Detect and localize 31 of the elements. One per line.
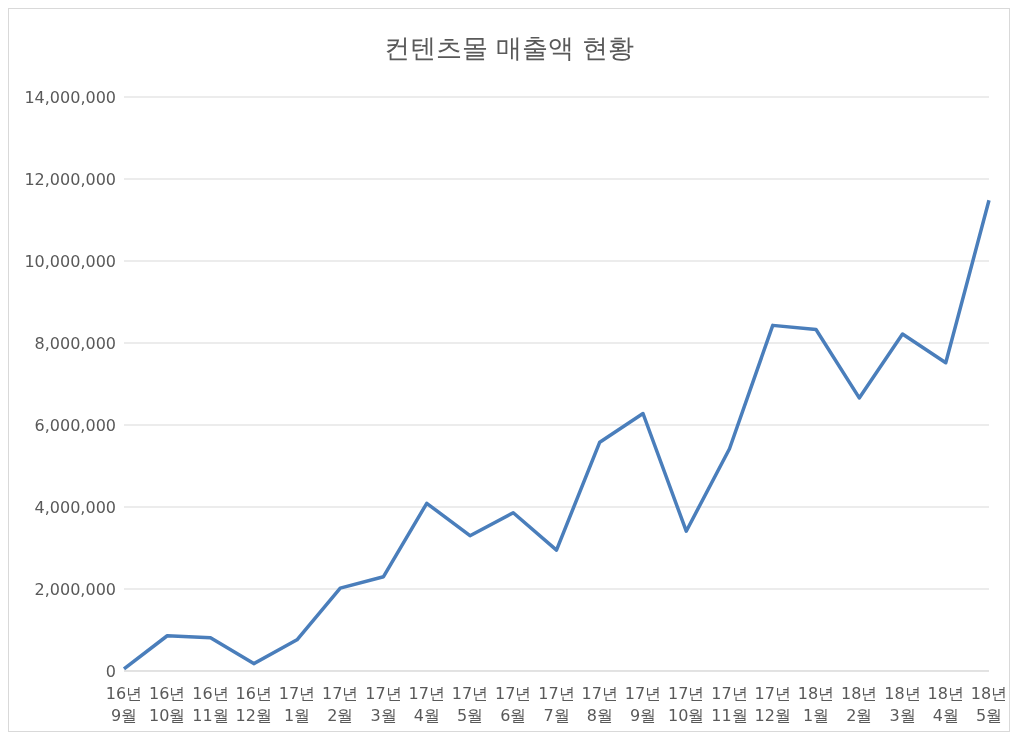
x-tick-label: 17년 1월 <box>278 684 316 725</box>
y-tick-label: 2,000,000 <box>34 579 116 599</box>
y-tick-label: 10,000,000 <box>24 251 116 271</box>
x-tick-label: 17년 8월 <box>581 684 618 725</box>
y-tick-label: 12,000,000 <box>24 169 116 189</box>
x-tick-label: 17년 12월 <box>754 684 791 725</box>
x-tick-label: 16년 11월 <box>192 684 229 725</box>
x-tick-label: 17년 2월 <box>322 684 359 725</box>
y-tick-label: 6,000,000 <box>34 415 116 435</box>
x-tick-label: 16년 12월 <box>235 684 272 725</box>
x-tick-label: 17년 4월 <box>408 684 445 725</box>
x-tick-label: 17년 11월 <box>711 684 748 725</box>
x-tick-label: 18년 4월 <box>927 684 964 725</box>
y-tick-label: 8,000,000 <box>34 333 116 353</box>
x-tick-label: 17년 3월 <box>365 684 402 725</box>
x-tick-label: 17년 9월 <box>624 684 662 725</box>
x-tick-label: 16년 9월 <box>105 684 143 725</box>
x-tick-label: 17년 5월 <box>451 684 489 725</box>
x-tick-label: 16년 10월 <box>149 684 186 725</box>
y-tick-label: 4,000,000 <box>34 497 116 517</box>
x-tick-label: 18년 5월 <box>970 684 1008 725</box>
chart-title: 컨텐츠몰 매출액 현황 <box>382 32 636 65</box>
x-tick-label: 18년 3월 <box>884 684 921 725</box>
y-tick-label: 14,000,000 <box>24 87 116 107</box>
x-tick-label: 17년 10월 <box>668 684 705 725</box>
line-series <box>122 198 991 671</box>
y-tick-label: 0 <box>105 661 116 681</box>
x-tick-label: 17년 7월 <box>538 684 575 725</box>
x-tick-label: 18년 2월 <box>841 684 878 725</box>
x-tick-label: 18년 1월 <box>797 684 835 725</box>
x-tick-label: 17년 6월 <box>495 684 532 725</box>
